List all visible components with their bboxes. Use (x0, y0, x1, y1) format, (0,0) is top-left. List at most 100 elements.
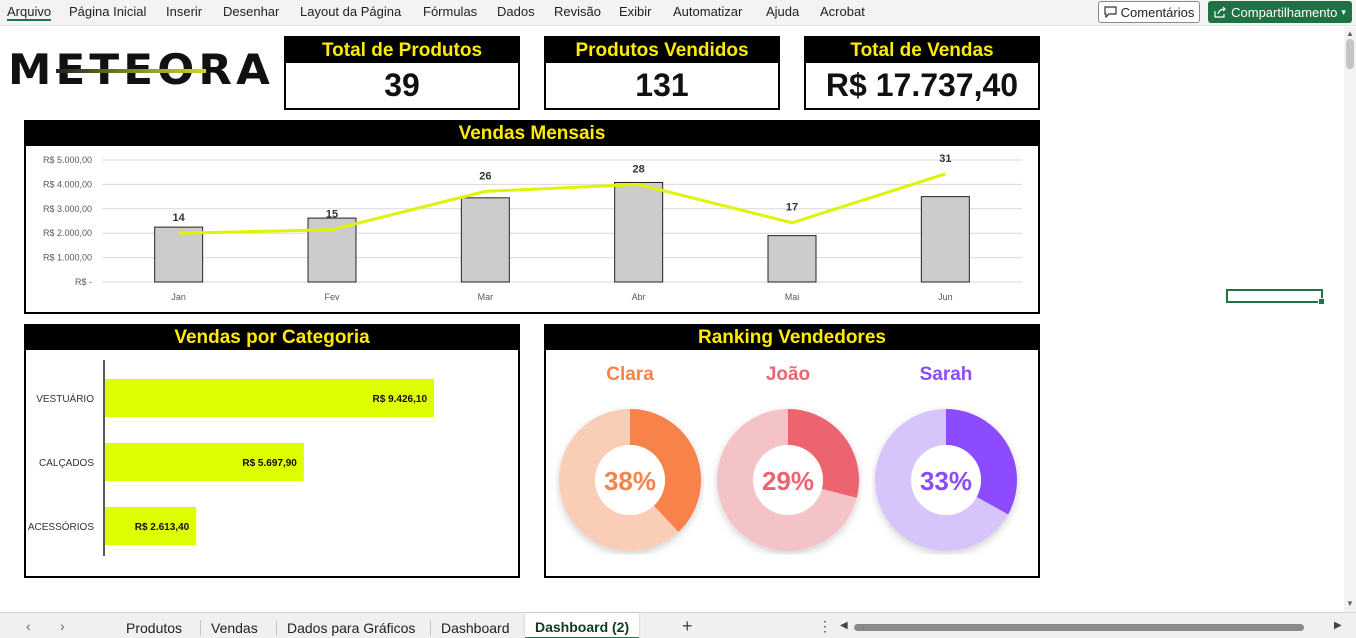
bar-abr (614, 181, 664, 283)
kpi-produtos-vendidos-value: 131 (635, 67, 689, 103)
category-sales-panel: Vendas por Categoria R$ 9.426,10 VESTUÁRI… (24, 324, 520, 578)
menu-pagina-inicial[interactable]: Página Inicial (69, 4, 147, 19)
bar-jun (920, 196, 970, 283)
category-bar-0 (105, 379, 435, 417)
seller-percent-2: 33% (920, 466, 972, 496)
kpi-produtos-vendidos-label: Produtos Vendidos (546, 38, 778, 63)
vertical-scroll-thumb[interactable] (1346, 39, 1354, 69)
donut-hole-0 (595, 445, 665, 515)
bar-mar (460, 197, 510, 283)
logo-stripe (56, 69, 206, 73)
category-bar-1 (105, 443, 304, 481)
menu-desenhar[interactable]: Desenhar (223, 4, 280, 19)
y-tick-label: R$ 5.000,00 (43, 155, 92, 165)
menu-arquivo[interactable]: Arquivo (7, 4, 52, 21)
category-label: ACESSÓRIOS (28, 520, 94, 533)
scroll-right-icon[interactable]: ▶ (1334, 620, 1342, 631)
category-sales-chart[interactable]: R$ 9.426,10 VESTUÁRIO R$ 5.697,90 CALÇADOS R… (26, 350, 518, 576)
bar-jan (154, 226, 204, 283)
seller-percent-0: 38% (604, 466, 656, 496)
donut-hole-2 (911, 445, 981, 515)
menu-exibir[interactable]: Exibir (619, 4, 652, 19)
vertical-scrollbar[interactable]: ▲ ▼ (1344, 27, 1356, 612)
comments-label: Comentários (1120, 4, 1195, 20)
menu-automatizar[interactable]: Automatizar (673, 4, 743, 19)
meteora-logo: METEORA (8, 50, 270, 94)
donut-arc-2 (875, 409, 1017, 551)
selected-cell[interactable] (1226, 289, 1325, 305)
chevron-down-icon: ▾ (1341, 6, 1346, 17)
category-value-label: R$ 9.426,10 (373, 394, 428, 405)
tab-dados-para-graficos[interactable]: Dados para Gráficos (276, 620, 415, 636)
menu-acrobat[interactable]: Acrobat (820, 4, 865, 19)
bar-mai (767, 235, 817, 283)
horizontal-scroll-thumb[interactable] (854, 624, 1304, 631)
y-tick-label: R$ 4.000,00 (43, 179, 92, 189)
menu-formulas[interactable]: Fórmulas (423, 4, 478, 19)
share-label: Compartilhamento (1231, 4, 1338, 20)
kpi-total-produtos-label: Total de Produtos (286, 38, 518, 63)
monthly-sales-chart[interactable]: R$ - R$ 1.000,00 R$ 2.000,00 R$ 3.000,00 R$ … (26, 146, 1038, 312)
donut-arc-0 (559, 409, 701, 551)
seller-percent-1: 29% (762, 466, 814, 496)
donut-arc-1 (717, 409, 859, 551)
y-tick-label: R$ 3.000,00 (43, 204, 92, 214)
ranking-chart[interactable]: Clara 38% João 29% Sarah 33% (546, 350, 1038, 576)
kpi-total-vendas-value: R$ 17.737,40 (825, 67, 1019, 103)
bar-fev (307, 217, 357, 283)
menu-inserir[interactable]: Inserir (166, 4, 203, 19)
add-sheet-icon[interactable]: + (682, 616, 693, 636)
category-value-label: R$ 2.613,40 (135, 522, 190, 533)
x-tick-label: Abr (632, 292, 646, 302)
line-data-label: 14 (173, 212, 186, 224)
comments-button[interactable]: Comentários (1098, 1, 1200, 23)
seller-name-2: Sarah (920, 364, 973, 385)
x-tick-label: Mar (478, 292, 494, 302)
ranking-panel: Ranking Vendedores Clara 38% João 29% Sarah 3… (544, 324, 1040, 578)
tab-produtos[interactable]: Produtos (126, 620, 183, 636)
share-icon (1214, 6, 1226, 18)
menu-dados[interactable]: Dados (497, 4, 535, 19)
line-data-label: 26 (479, 170, 491, 182)
tab-dashboard-2[interactable]: Dashboard (2) (525, 613, 640, 638)
tab-prev-icon[interactable]: ‹ (26, 618, 31, 634)
kpi-total-vendas-label: Total de Vendas (806, 38, 1038, 63)
line-data-label: 17 (786, 202, 798, 214)
kpi-total-produtos-value: 39 (384, 67, 420, 103)
scroll-up-icon[interactable]: ▲ (1346, 29, 1354, 38)
tab-next-icon[interactable]: › (60, 618, 65, 634)
line-data-label: 15 (326, 209, 338, 221)
category-label: CALÇADOS (39, 458, 94, 469)
y-tick-label: R$ - (75, 277, 92, 287)
x-tick-label: Mai (785, 292, 800, 302)
ribbon-menu: Arquivo Página Inicial Inserir Desenhar … (0, 0, 1356, 26)
tab-dashboard[interactable]: Dashboard (430, 620, 510, 636)
category-value-label: R$ 5.697,90 (242, 458, 297, 469)
monthly-sales-title: Vendas Mensais (26, 122, 1038, 146)
seller-name-1: João (766, 364, 810, 385)
scroll-left-icon[interactable]: ◀ (840, 620, 848, 631)
kpi-total-vendas: Total de Vendas R$ 17.737,40 (804, 36, 1040, 110)
sheet-tab-bar: ‹ › Produtos Vendas Dados para Gráficos … (0, 612, 1356, 638)
share-button[interactable]: Compartilhamento ▾ (1208, 1, 1352, 23)
y-tick-label: R$ 1.000,00 (43, 253, 92, 263)
y-tick-label: R$ 2.000,00 (43, 228, 92, 238)
x-tick-label: Fev (324, 292, 340, 302)
donut-hole-1 (753, 445, 823, 515)
tab-vendas[interactable]: Vendas (200, 620, 258, 636)
seller-name-0: Clara (606, 364, 654, 385)
x-tick-label: Jun (938, 292, 953, 302)
horizontal-scrollbar[interactable]: ◀ ▶ (840, 620, 1346, 633)
comment-icon (1104, 6, 1117, 18)
line-data-label: 28 (633, 163, 645, 175)
ranking-title: Ranking Vendedores (546, 326, 1038, 350)
menu-revisao[interactable]: Revisão (554, 4, 601, 19)
more-options-icon[interactable]: ⋮ (818, 618, 832, 634)
menu-layout-da-pagina[interactable]: Layout da Página (300, 4, 402, 19)
scroll-down-icon[interactable]: ▼ (1346, 599, 1354, 608)
category-sales-title: Vendas por Categoria (26, 326, 518, 350)
monthly-sales-panel: Vendas Mensais R$ - R$ 1.000,00 R$ 2.000,0… (24, 120, 1040, 314)
line-data-label: 31 (939, 153, 951, 165)
menu-ajuda[interactable]: Ajuda (766, 4, 800, 19)
category-label: VESTUÁRIO (36, 392, 94, 405)
